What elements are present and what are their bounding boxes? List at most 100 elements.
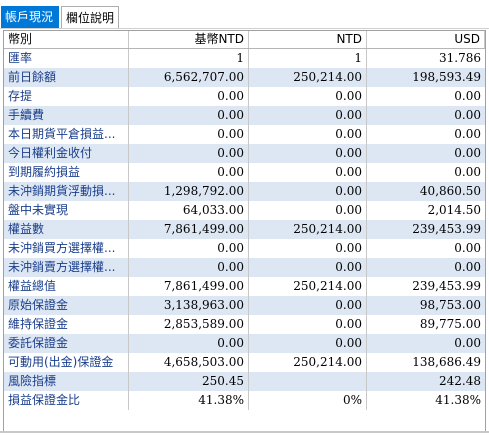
cell-base-ntd: 4,658,503.00 — [129, 353, 249, 372]
row-label: 委託保證金 — [4, 334, 129, 353]
cell-ntd: 0.00 — [249, 163, 367, 182]
row-label: 可動用(出金)保證金 — [4, 353, 129, 372]
table-row[interactable]: 手續費 0.00 0.00 0.00 — [4, 106, 485, 125]
bottom-divider — [0, 431, 489, 433]
tab-field-description[interactable]: 欄位說明 — [61, 6, 119, 28]
row-label: 權益數 — [4, 220, 129, 239]
cell-usd: 0.00 — [454, 127, 481, 141]
cell-base-ntd: 7,861,499.00 — [129, 220, 249, 239]
cell-ntd: 250,214.00 — [249, 68, 367, 87]
row-label: 原始保證金 — [4, 296, 129, 315]
table-row[interactable]: 到期履約損益 0.00 0.00 0.00 — [4, 163, 485, 182]
cell-base-ntd: 1 — [129, 49, 249, 68]
cell-ntd: 0.00 — [249, 296, 367, 315]
row-label: 未沖銷賣方選擇權... — [4, 258, 129, 277]
cell-base-ntd: 0.00 — [129, 106, 249, 125]
cell-base-ntd: 1,298,792.00 — [129, 182, 249, 201]
row-label: 未沖銷期貨浮動損... — [4, 182, 129, 201]
table-row[interactable]: 損益保證金比 41.38% 0% 41.38% — [4, 391, 485, 410]
cell-usd: 138,686.49 — [412, 355, 481, 369]
grid-header: 幣別 基幣NTD NTD USD — [4, 31, 485, 49]
row-label: 匯率 — [4, 49, 129, 68]
cell-base-ntd: 2,853,589.00 — [129, 315, 249, 334]
row-label: 今日權利金收付 — [4, 144, 129, 163]
table-row[interactable]: 風險指標 250.45 242.48 — [4, 372, 485, 391]
table-row[interactable]: 權益總值 7,861,499.00 250,214.00 239,453.99 — [4, 277, 485, 296]
cell-ntd: 0% — [249, 391, 367, 410]
cell-base-ntd: 3,138,963.00 — [129, 296, 249, 315]
cell-usd: 40,860.50 — [419, 184, 481, 198]
header-base-ntd[interactable]: 基幣NTD — [129, 31, 249, 48]
table-row[interactable]: 今日權利金收付 0.00 0.00 0.00 — [4, 144, 485, 163]
cell-ntd: 0.00 — [249, 201, 367, 220]
cell-ntd: 250,214.00 — [249, 353, 367, 372]
table-row[interactable]: 本日期貨平倉損益... 0.00 0.00 0.00 — [4, 125, 485, 144]
cell-usd: 0.00 — [454, 336, 481, 350]
cell-usd: 0.00 — [454, 89, 481, 103]
cell-base-ntd: 0.00 — [129, 87, 249, 106]
tab-bar: 帳戶現況 欄位說明 — [0, 0, 489, 29]
table-row[interactable]: 匯率 1 1 31.786 — [4, 49, 485, 68]
table-row[interactable]: 未沖銷買方選擇權... 0.00 0.00 0.00 — [4, 239, 485, 258]
table-row[interactable]: 未沖銷賣方選擇權... 0.00 0.00 0.00 — [4, 258, 485, 277]
table-row[interactable]: 盤中未實現 64,033.00 0.00 2,014.50 — [4, 201, 485, 220]
account-grid: 幣別 基幣NTD NTD USD 匯率 1 1 31.786 前日餘額 6,562,707… — [3, 30, 486, 432]
table-row[interactable]: 權益數 7,861,499.00 250,214.00 239,453.99 — [4, 220, 485, 239]
cell-usd: 239,453.99 — [412, 279, 481, 293]
row-label: 本日期貨平倉損益... — [4, 125, 129, 144]
cell-base-ntd: 0.00 — [129, 239, 249, 258]
table-row[interactable]: 未沖銷期貨浮動損... 1,298,792.00 0.00 40,860.50 — [4, 182, 485, 201]
cell-ntd: 250,214.00 — [249, 220, 367, 239]
row-label: 盤中未實現 — [4, 201, 129, 220]
cell-base-ntd: 0.00 — [129, 144, 249, 163]
row-label: 風險指標 — [4, 372, 129, 391]
row-label: 前日餘額 — [4, 68, 129, 87]
cell-ntd: 0.00 — [249, 315, 367, 334]
table-row[interactable]: 委託保證金 0.00 0.00 0.00 — [4, 334, 485, 353]
cell-usd: 198,593.49 — [412, 70, 481, 84]
table-row[interactable]: 存提 0.00 0.00 0.00 — [4, 87, 485, 106]
tab-account-status[interactable]: 帳戶現況 — [1, 6, 59, 28]
cell-ntd: 0.00 — [249, 334, 367, 353]
cell-usd: 0.00 — [454, 108, 481, 122]
row-label: 損益保證金比 — [4, 391, 129, 410]
cell-usd: 2,014.50 — [427, 203, 481, 217]
cell-ntd — [249, 372, 367, 391]
cell-ntd: 0.00 — [249, 106, 367, 125]
cell-ntd: 1 — [249, 49, 367, 68]
cell-ntd: 0.00 — [249, 144, 367, 163]
cell-base-ntd: 0.00 — [129, 258, 249, 277]
row-label: 未沖銷買方選擇權... — [4, 239, 129, 258]
cell-usd: 0.00 — [454, 146, 481, 160]
cell-base-ntd: 6,562,707.00 — [129, 68, 249, 87]
cell-base-ntd: 0.00 — [129, 163, 249, 182]
cell-base-ntd: 7,861,499.00 — [129, 277, 249, 296]
cell-ntd: 250,214.00 — [249, 277, 367, 296]
cell-usd: 239,453.99 — [412, 222, 481, 236]
cell-ntd: 0.00 — [249, 87, 367, 106]
cell-ntd: 0.00 — [249, 182, 367, 201]
cell-usd: 0.00 — [454, 241, 481, 255]
row-label: 維持保證金 — [4, 315, 129, 334]
cell-usd: 89,775.00 — [419, 317, 481, 331]
cell-usd: 31.786 — [439, 51, 481, 65]
table-row[interactable]: 前日餘額 6,562,707.00 250,214.00 198,593.49 — [4, 68, 485, 87]
table-row[interactable]: 維持保證金 2,853,589.00 0.00 89,775.00 — [4, 315, 485, 334]
cell-ntd: 0.00 — [249, 258, 367, 277]
cell-usd: 0.00 — [454, 260, 481, 274]
header-currency[interactable]: 幣別 — [4, 31, 129, 48]
cell-base-ntd: 64,033.00 — [129, 201, 249, 220]
cell-usd: 98,753.00 — [419, 298, 481, 312]
row-label: 到期履約損益 — [4, 163, 129, 182]
cell-usd: 242.48 — [439, 374, 481, 388]
tab-divider — [0, 28, 489, 29]
cell-base-ntd: 41.38% — [129, 391, 249, 410]
row-label: 存提 — [4, 87, 129, 106]
header-ntd[interactable]: NTD — [249, 31, 367, 48]
cell-ntd: 0.00 — [249, 239, 367, 258]
cell-base-ntd: 0.00 — [129, 334, 249, 353]
table-row[interactable]: 可動用(出金)保證金 4,658,503.00 250,214.00 138,686.… — [4, 353, 485, 372]
table-row[interactable]: 原始保證金 3,138,963.00 0.00 98,753.00 — [4, 296, 485, 315]
header-usd[interactable]: USD — [367, 31, 485, 48]
cell-ntd: 0.00 — [249, 125, 367, 144]
